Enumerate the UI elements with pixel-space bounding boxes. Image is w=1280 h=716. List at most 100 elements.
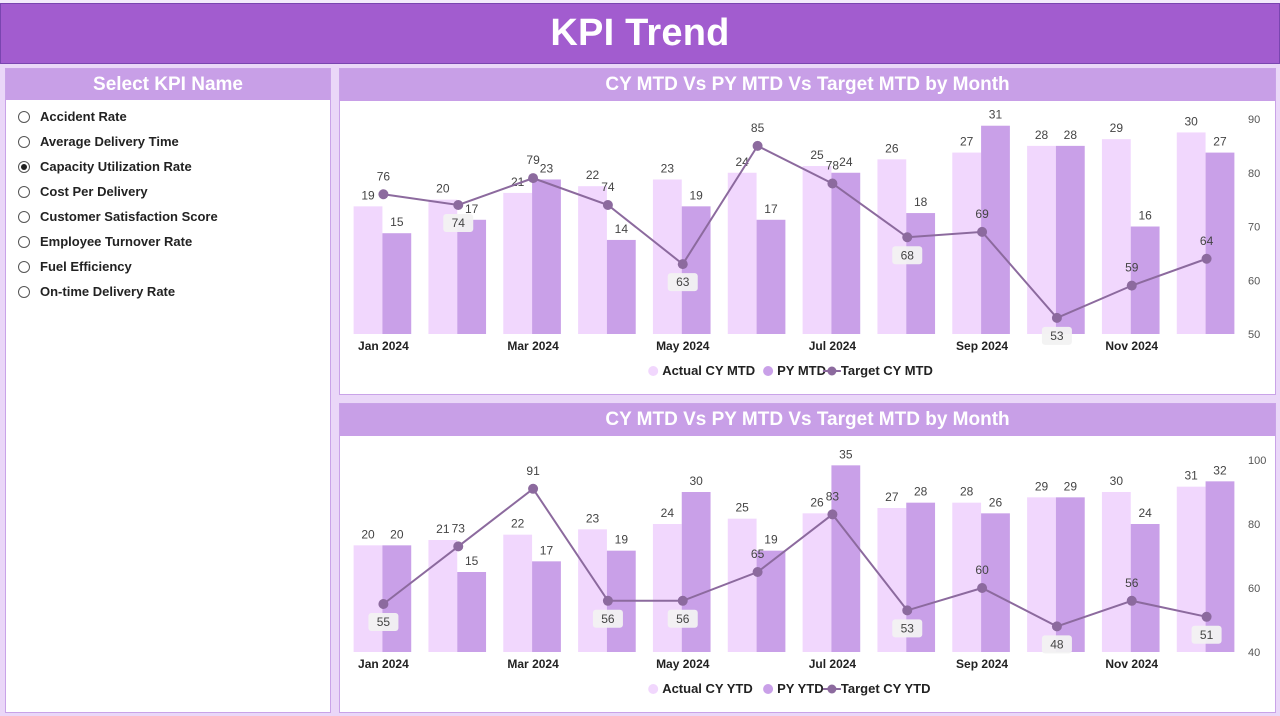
slicer-option-accident-rate[interactable]: Accident Rate (18, 104, 330, 129)
radio-button-icon[interactable] (18, 110, 30, 123)
ytd-chart[interactable]: 40 60 80 100 20 20 Jan 2024 21 15 22 17 Mar 2024 23 1… (340, 436, 1275, 712)
bar-py-value-label: 17 (465, 202, 479, 216)
target-value-label: 83 (826, 489, 840, 503)
bar-py-value-label: 15 (465, 554, 479, 568)
bar-py (1130, 524, 1160, 652)
target-point (453, 541, 464, 552)
target-value-label: 51 (1200, 628, 1214, 642)
bar-actual-value-label: 26 (810, 495, 824, 509)
bar-actual-value-label: 23 (661, 161, 675, 175)
bar-actual (802, 166, 832, 334)
bar-py (382, 545, 412, 652)
radio-button-icon[interactable] (18, 185, 30, 198)
target-value-label: 91 (526, 464, 540, 478)
bar-py-value-label: 24 (839, 155, 853, 169)
bar-py (1055, 145, 1085, 334)
x-axis-tick-label: Mar 2024 (507, 339, 559, 353)
bar-py (981, 513, 1010, 652)
slicer-option-employee-turnover-rate[interactable]: Employee Turnover Rate (18, 229, 330, 254)
target-point (677, 259, 688, 270)
slicer-option-cost-per-delivery[interactable]: Cost Per Delivery (18, 179, 330, 204)
bar-actual (1101, 139, 1131, 334)
target-series-line (383, 144, 1207, 320)
slicer-option-average-delivery-time[interactable]: Average Delivery Time (18, 129, 330, 154)
radio-button-icon[interactable] (18, 260, 30, 273)
bar-actual-value-label: 25 (810, 148, 824, 162)
bar-py-value-label: 17 (540, 543, 554, 557)
x-axis-tick-label: Jul 2024 (809, 657, 857, 671)
bar-py-value-label: 20 (390, 527, 404, 541)
radio-button-icon[interactable] (18, 285, 30, 298)
bar-py (1205, 481, 1235, 652)
radio-button-selected-icon[interactable] (18, 160, 30, 173)
slicer-option-capacity-utilization-rate[interactable]: Capacity Utilization Rate (18, 154, 330, 179)
legend-py-marker (763, 366, 774, 376)
x-axis-tick-label: Jul 2024 (809, 339, 857, 353)
radio-button-icon[interactable] (18, 210, 30, 223)
legend-target-marker (827, 684, 837, 694)
bar-actual-value-label: 28 (960, 485, 974, 499)
target-value-label: 74 (452, 216, 466, 230)
ytd-chart-title: CY MTD Vs PY MTD Vs Target MTD by Month (340, 404, 1275, 436)
bar-actual-value-label: 31 (1184, 469, 1198, 483)
right-axis-tick-label: 60 (1248, 275, 1260, 287)
slicer-option-on-time-delivery-rate[interactable]: On-time Delivery Rate (18, 279, 330, 304)
legend-target-marker (827, 366, 837, 376)
radio-button-icon[interactable] (18, 235, 30, 248)
radio-button-icon[interactable] (18, 135, 30, 148)
bar-actual (1101, 492, 1131, 652)
legend-label: Target CY YTD (841, 681, 931, 696)
right-axis-tick-label: 90 (1248, 114, 1260, 126)
target-value-label: 79 (526, 153, 540, 167)
x-axis-tick-label: Jan 2024 (358, 339, 409, 353)
bar-actual (802, 513, 832, 652)
bar-actual (1027, 497, 1056, 652)
slicer-option-customer-satisfaction-score[interactable]: Customer Satisfaction Score (18, 204, 330, 229)
bar-actual-value-label: 27 (885, 490, 899, 504)
bar-py-value-label: 16 (1138, 209, 1152, 223)
bar-py-value-label: 32 (1213, 463, 1227, 477)
slicer-title: Select KPI Name (6, 69, 330, 100)
target-value-label: 69 (975, 207, 989, 221)
ytd-chart-panel: CY MTD Vs PY MTD Vs Target MTD by Month … (339, 403, 1276, 713)
x-axis-tick-label: Nov 2024 (1105, 657, 1158, 671)
target-label-box (667, 609, 698, 628)
bar-py (906, 213, 936, 334)
mtd-chart-title: CY MTD Vs PY MTD Vs Target MTD by Month (340, 69, 1275, 101)
page-header: KPI Trend (0, 3, 1280, 64)
target-point (677, 595, 688, 606)
bar-py-value-label: 29 (1064, 479, 1078, 493)
target-label-box (592, 609, 623, 628)
bar-actual (353, 206, 383, 334)
bar-py (457, 572, 487, 652)
target-value-label: 85 (751, 121, 765, 135)
target-point (378, 599, 389, 609)
bar-actual (952, 502, 982, 652)
target-point (1126, 595, 1137, 606)
bar-actual-value-label: 19 (361, 188, 375, 202)
bar-py (606, 239, 636, 334)
legend-py-marker (763, 684, 774, 694)
bar-py-value-label: 19 (764, 533, 778, 547)
bar-py-value-label: 27 (1213, 135, 1227, 149)
target-value-label: 68 (901, 248, 915, 262)
target-value-label: 48 (1050, 637, 1064, 651)
bar-actual (1176, 132, 1206, 334)
target-point (827, 178, 838, 189)
x-axis-tick-label: May 2024 (656, 657, 710, 671)
target-label-box (892, 246, 923, 265)
bar-actual (578, 529, 607, 652)
mtd-chart-panel: CY MTD Vs PY MTD Vs Target MTD by Month … (339, 68, 1276, 395)
bar-actual-value-label: 28 (1035, 128, 1049, 142)
bar-py-value-label: 14 (615, 222, 629, 236)
target-point (1051, 621, 1062, 632)
slicer-option-label: Employee Turnover Rate (40, 234, 193, 249)
bar-py-value-label: 23 (540, 161, 554, 175)
slicer-option-fuel-efficiency[interactable]: Fuel Efficiency (18, 254, 330, 279)
target-value-label: 64 (1200, 234, 1214, 248)
target-point (1126, 280, 1137, 291)
bar-py-value-label: 35 (839, 447, 853, 461)
bar-actual-value-label: 23 (586, 511, 600, 525)
slicer-option-label: Fuel Efficiency (40, 259, 132, 274)
